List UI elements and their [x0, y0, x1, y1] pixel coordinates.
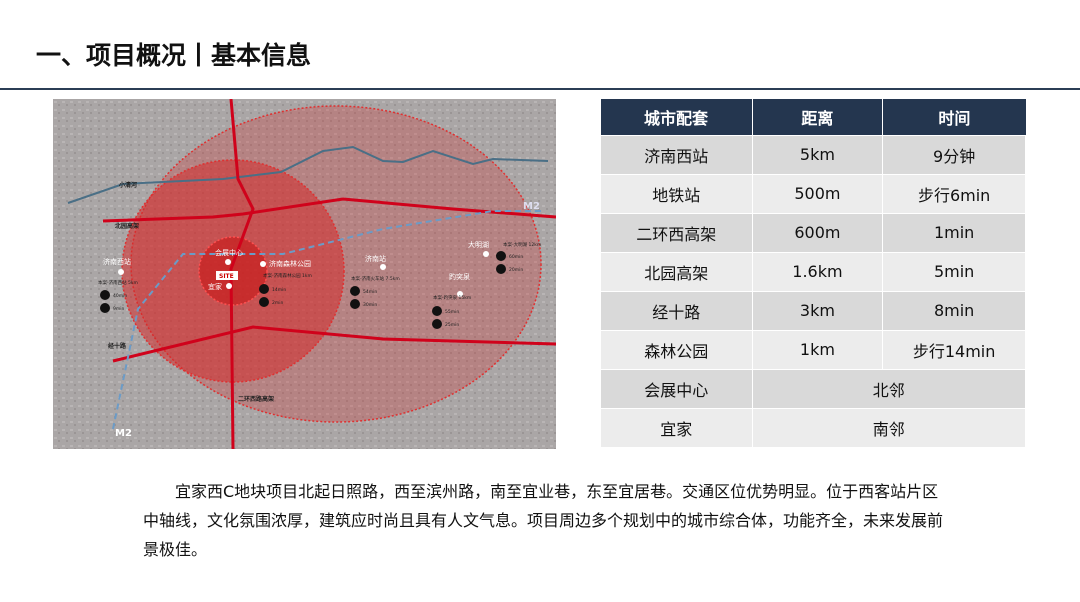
table-cell: 地铁站 — [600, 173, 753, 214]
location-map: 小清河 北园高架 经十路 二环西路高架 M2 M2 SITE 会展中心 济南森林… — [53, 99, 556, 449]
poi-label: 济南西站 — [103, 257, 131, 266]
table-cell: 5km — [751, 134, 884, 175]
car-icon — [259, 297, 269, 307]
table-cell: 3km — [751, 290, 884, 331]
bus-icon — [432, 306, 442, 316]
metro-m2-line — [112, 210, 543, 430]
svg-text:40min: 40min — [113, 293, 127, 299]
site-label: SITE — [219, 273, 234, 280]
svg-text:54min: 54min — [363, 289, 377, 295]
poi-label: 趵突泉 — [449, 272, 470, 281]
table-cell: 森林公园 — [600, 329, 753, 370]
table-cell: 北园高架 — [600, 251, 753, 292]
table-row: 经十路 3km 8min — [600, 290, 1026, 331]
poi-label: 济南森林公园 — [269, 259, 311, 268]
table-cell: 9分钟 — [882, 134, 1026, 175]
table-cell: 500m — [751, 173, 884, 214]
svg-text:2min: 2min — [272, 300, 283, 306]
river-line — [67, 145, 549, 204]
table-cell: 经十路 — [600, 290, 753, 331]
table-cell: 济南西站 — [600, 134, 753, 175]
svg-text:9min: 9min — [113, 306, 124, 312]
beiyuan-road — [102, 197, 556, 223]
table-cell: 8min — [882, 290, 1026, 331]
poi-label: 大明湖 — [468, 240, 489, 249]
bus-icon — [100, 290, 110, 300]
table-cell: 步行14min — [882, 329, 1026, 370]
description-text: 宜家西C地块项目北起日照路，西至滨州路，南至宜业巷，东至宜居巷。交通区位优势明显… — [143, 482, 944, 559]
table-row: 北园高架 1.6km 5min — [600, 251, 1026, 292]
table-row: 宜家 南邻 — [600, 407, 1027, 448]
m2-label-east: M2 — [523, 201, 540, 212]
svg-text:60min: 60min — [509, 254, 523, 260]
car-icon — [432, 319, 442, 329]
page-title: 一、项目概况丨基本信息 — [36, 41, 312, 70]
beiyuan-label: 北园高架 — [115, 222, 139, 230]
car-icon — [350, 299, 360, 309]
route-label: 本案-济南西站 5km — [98, 279, 138, 286]
route-label: 本案-济南火车站 7.5km — [351, 275, 400, 282]
car-icon — [100, 303, 110, 313]
table-cell: 南邻 — [751, 407, 1027, 448]
svg-text:25min: 25min — [445, 322, 459, 328]
table-cell: 1min — [882, 212, 1026, 253]
table-row: 济南西站 5km 9分钟 — [600, 134, 1026, 175]
table-cell: 宜家 — [600, 407, 753, 448]
table-cell: 1.6km — [751, 251, 884, 292]
jingshi-road — [112, 325, 556, 363]
bus-icon — [259, 284, 269, 294]
route-label: 本案-济南森林公园 1km — [263, 272, 312, 279]
jingshi-label: 经十路 — [108, 342, 127, 350]
route-label: 本案-大明湖 12km — [503, 241, 541, 248]
poi-label: 宜家 — [208, 282, 222, 291]
table-cell: 5min — [882, 251, 1026, 292]
amenities-table: 城市配套 距离 时间 济南西站 5km 9分钟 地铁站 500m 步行6min 二环西高架 6… — [600, 99, 1027, 448]
poi-label: 会展中心 — [215, 248, 243, 257]
svg-text:30min: 30min — [363, 302, 377, 308]
svg-text:14min: 14min — [272, 287, 286, 293]
bus-icon — [350, 286, 360, 296]
table-row: 地铁站 500m 步行6min — [600, 173, 1026, 214]
title-divider — [0, 88, 1080, 90]
column-header: 时间 — [882, 99, 1026, 135]
table-cell: 步行6min — [882, 173, 1026, 214]
svg-text:20min: 20min — [509, 267, 523, 273]
table-cell: 会展中心 — [600, 368, 753, 409]
description-paragraph: 宜家西C地块项目北起日照路，西至滨州路，南至宜业巷，东至宜居巷。交通区位优势明显… — [143, 477, 943, 564]
car-icon — [496, 264, 506, 274]
column-header: 城市配套 — [600, 99, 753, 135]
m2-label-west: M2 — [115, 428, 132, 439]
site-marker — [216, 271, 238, 280]
river-label: 小清河 — [118, 181, 137, 189]
column-header: 距离 — [752, 99, 884, 135]
erhuan-road — [229, 99, 255, 449]
svg-text:55min: 55min — [445, 309, 459, 315]
table-row: 二环西高架 600m 1min — [600, 212, 1026, 253]
table-cell: 1km — [751, 329, 884, 370]
table-row: 会展中心 北邻 — [600, 368, 1027, 409]
table-cell: 北邻 — [751, 368, 1027, 409]
table-cell: 600m — [751, 212, 884, 253]
table-row: 森林公园 1km 步行14min — [600, 329, 1026, 370]
erhuan-label: 二环西路高架 — [238, 395, 274, 403]
poi-label: 济南站 — [365, 254, 386, 263]
route-label: 本案-趵突泉 15km — [433, 294, 471, 301]
table-cell: 二环西高架 — [600, 212, 753, 253]
bus-icon — [496, 251, 506, 261]
